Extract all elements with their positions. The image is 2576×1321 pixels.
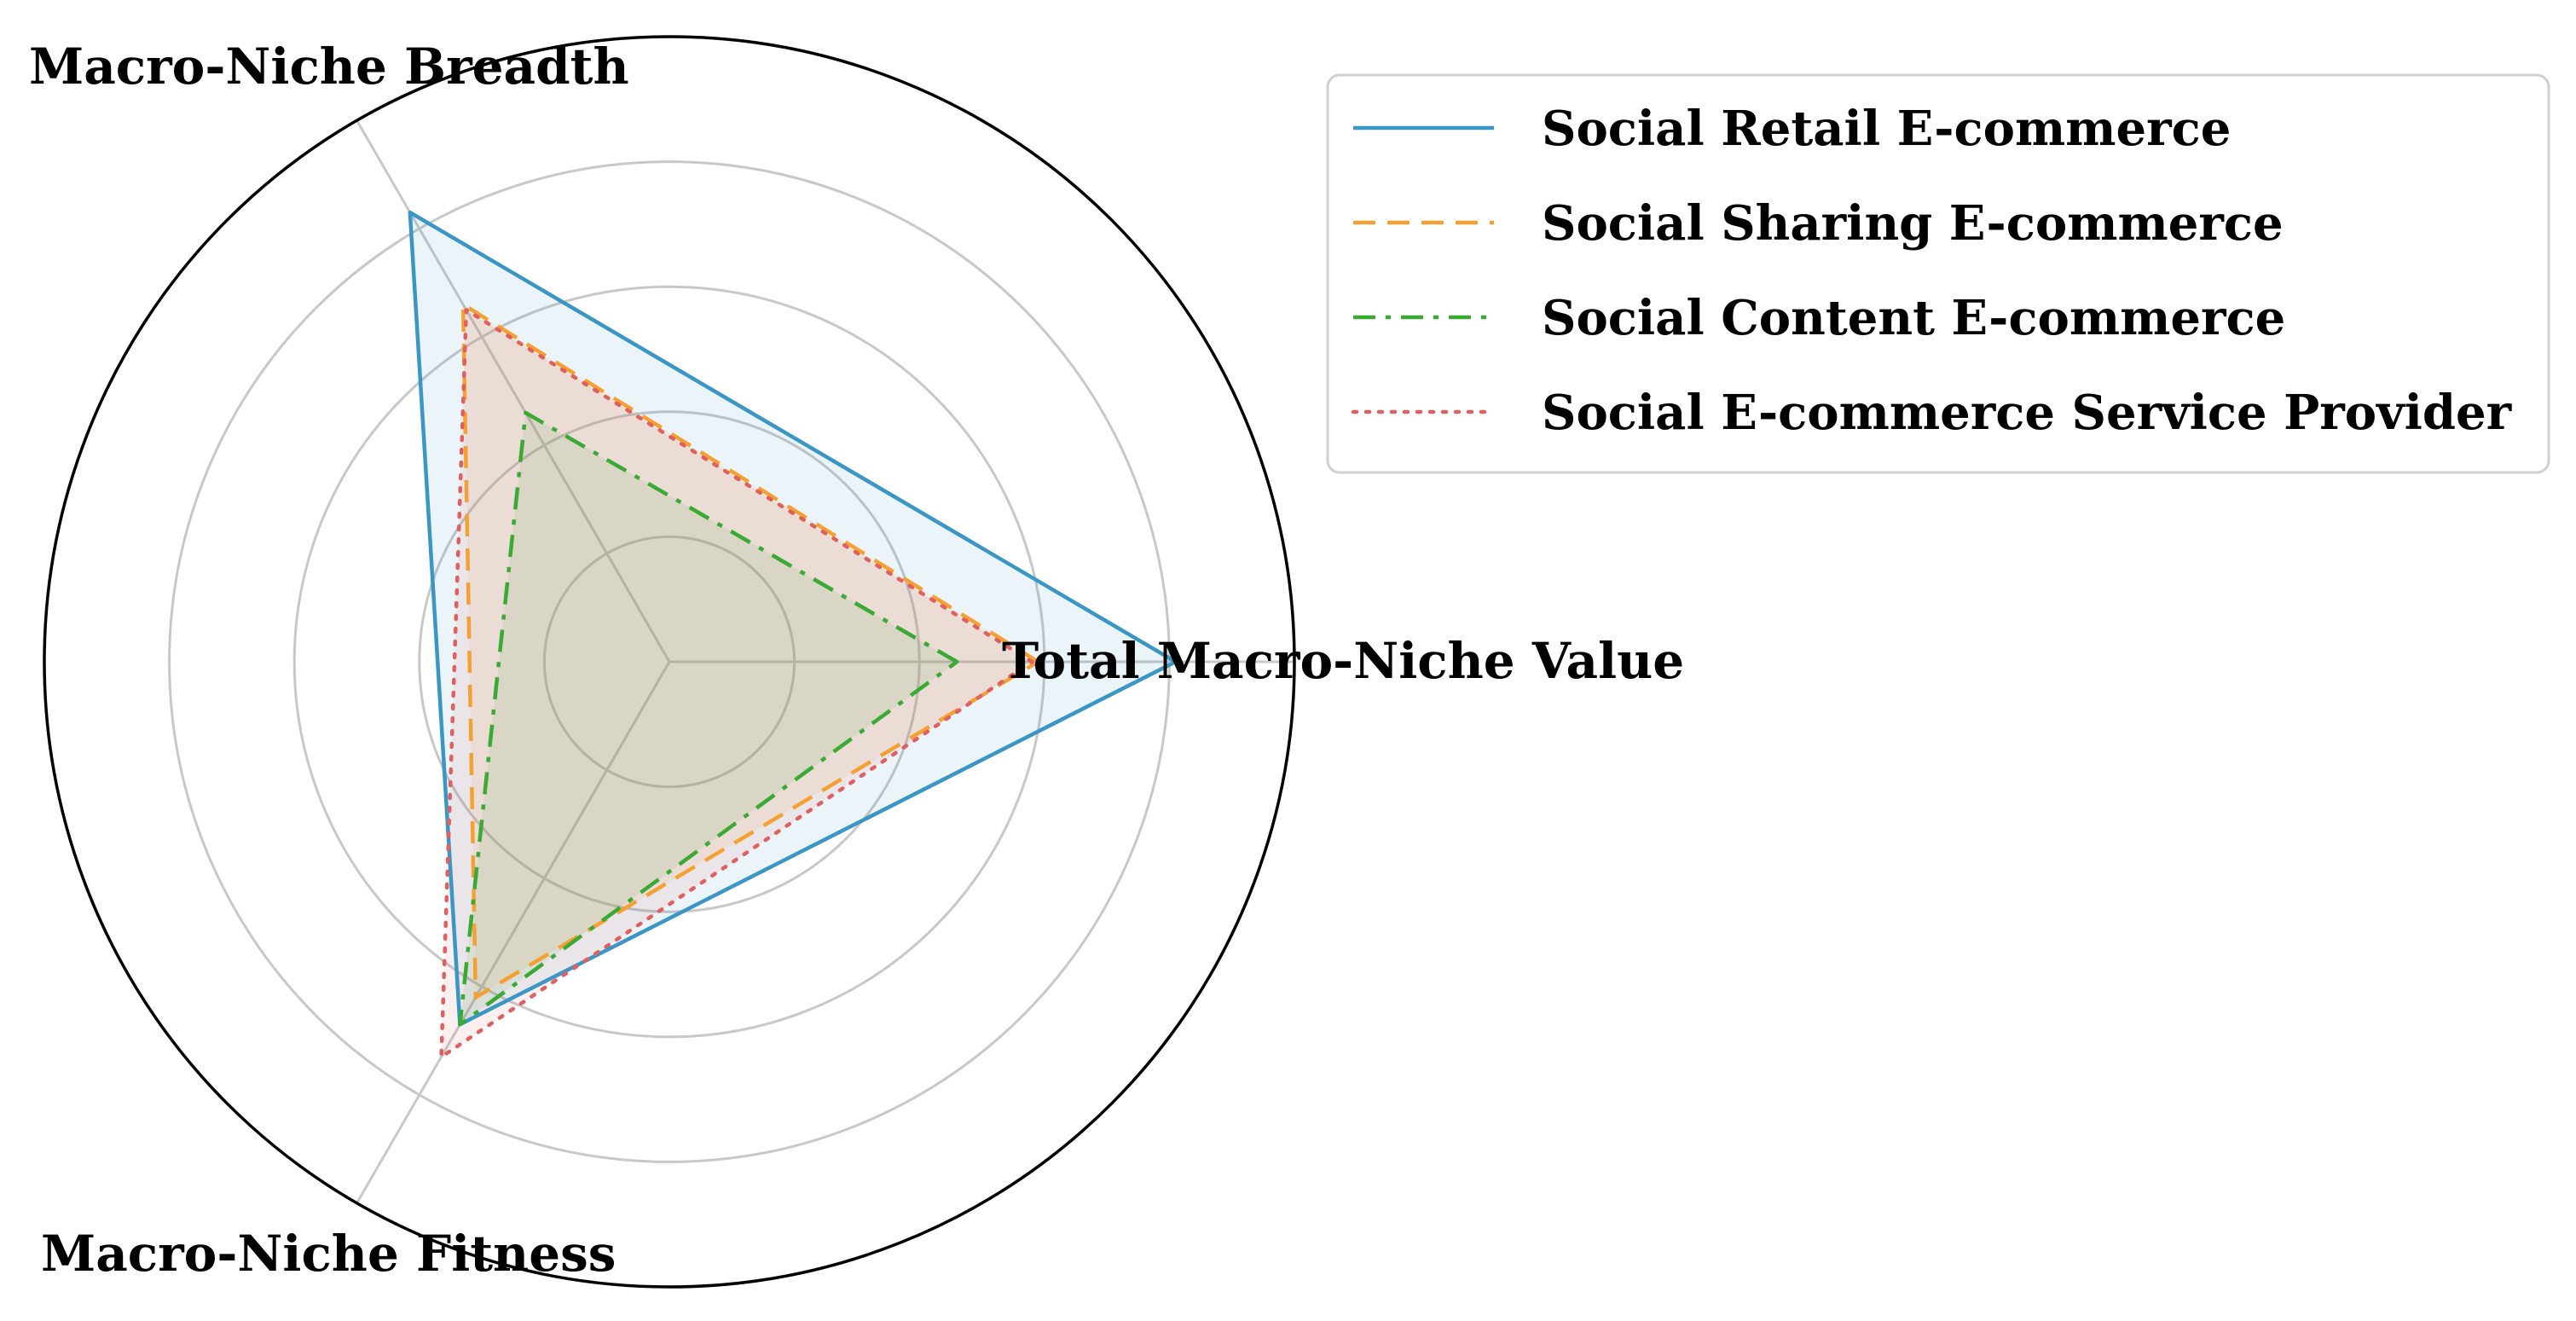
legend-frame [1326, 73, 2550, 474]
legend-label: Social Content E-commerce [1542, 290, 2285, 346]
series-fill-social-e-commerce-service-provider [441, 310, 1033, 1057]
legend: Social Retail E-commerce Social Sharing E… [1326, 73, 2550, 474]
axis-label-total-macro-niche-value: Total Macro-Niche Value [1002, 632, 1684, 690]
series-line-social-content-e-commerce [458, 410, 959, 1027]
series-fills [409, 212, 1176, 1057]
series-line-social-retail-e-commerce [408, 210, 1178, 1027]
legend-label: Social Retail E-commerce [1542, 101, 2231, 157]
outer-frame-ring [43, 35, 1296, 1289]
series-line-social-sharing-e-commerce [460, 302, 1040, 999]
series-lines [408, 210, 1178, 1059]
axis-label-macro-niche-fitness: Macro-Niche Fitness [41, 1225, 616, 1283]
axis-labels: Total Macro-Niche Value Macro-Niche Brea… [29, 38, 1684, 1283]
radar-grid [168, 119, 1294, 1204]
series-line-social-e-commerce-service-provider [439, 308, 1034, 1059]
series-fill-social-content-e-commerce [460, 413, 958, 1025]
axis-label-macro-niche-breadth: Macro-Niche Breadth [29, 38, 629, 96]
legend-label: Social E-commerce Service Provider [1542, 385, 2513, 441]
series-fill-social-sharing-e-commerce [463, 304, 1039, 998]
axis-spoke [356, 119, 671, 663]
series-fill-social-retail-e-commerce [409, 212, 1176, 1025]
axis-spoke [356, 661, 671, 1204]
legend-label: Social Sharing E-commerce [1542, 195, 2284, 252]
